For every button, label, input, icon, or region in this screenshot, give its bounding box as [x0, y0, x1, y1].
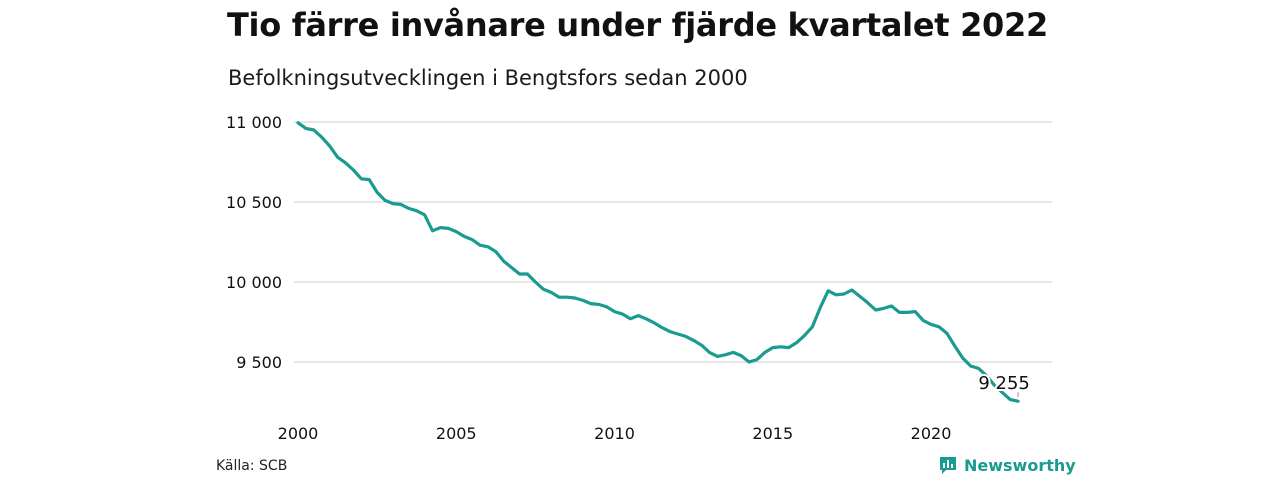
chart-title: Tio färre invånare under fjärde kvartale…: [227, 6, 1048, 44]
x-tick-label: 2015: [752, 424, 793, 443]
x-tick-label: 2010: [594, 424, 635, 443]
y-tick-label: 10 500: [226, 193, 282, 212]
x-tick-label: 2000: [278, 424, 319, 443]
x-tick-label: 2020: [911, 424, 952, 443]
brand-logo[interactable]: Newsworthy: [938, 455, 1076, 475]
source-note: Källa: SCB: [216, 458, 288, 474]
y-tick-label: 11 000: [226, 113, 282, 132]
bar-chart-icon: [940, 457, 956, 474]
y-tick-label: 9 500: [236, 353, 282, 372]
end-label-layer: 9 255: [976, 371, 1032, 398]
chart-subtitle: Befolkningsutvecklingen i Bengtsfors sed…: [228, 66, 748, 90]
series-layer: [296, 121, 1020, 403]
grid-lines: [294, 121, 1052, 363]
series-line: [296, 121, 1020, 403]
y-axis-ticks: 9 500 10 000 10 500 11 000: [226, 113, 282, 372]
x-tick-label: 2005: [436, 424, 477, 443]
x-axis-ticks: 2000 2005 2010 2015 2020: [278, 424, 952, 443]
brand-name: Newsworthy: [964, 455, 1076, 475]
end-value-label: 9 255: [978, 373, 1030, 394]
y-tick-label: 10 000: [226, 273, 282, 292]
